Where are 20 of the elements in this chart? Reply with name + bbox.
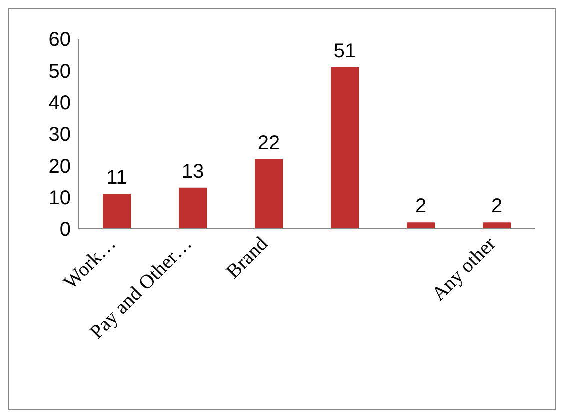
y-tick-label: 30	[48, 124, 71, 146]
bar	[103, 194, 131, 229]
data-label: 22	[258, 132, 280, 154]
y-tick-label: 10	[48, 187, 71, 210]
y-tick-label: 60	[48, 29, 71, 52]
data-label: 11	[106, 167, 128, 190]
data-label: 51	[334, 40, 356, 62]
data-label: 2	[491, 196, 503, 218]
bar	[179, 188, 207, 229]
bar	[407, 222, 435, 229]
bar	[483, 222, 511, 229]
bar	[255, 159, 283, 229]
y-tick-label: 40	[48, 92, 71, 114]
data-label: 2	[415, 196, 427, 218]
bar	[331, 68, 359, 229]
x-tick-label: Any other	[428, 232, 501, 306]
data-label: 13	[182, 160, 204, 183]
y-tick-label: 50	[48, 60, 71, 83]
y-tick-label: 20	[48, 156, 71, 178]
y-tick-label: 0	[60, 219, 71, 242]
